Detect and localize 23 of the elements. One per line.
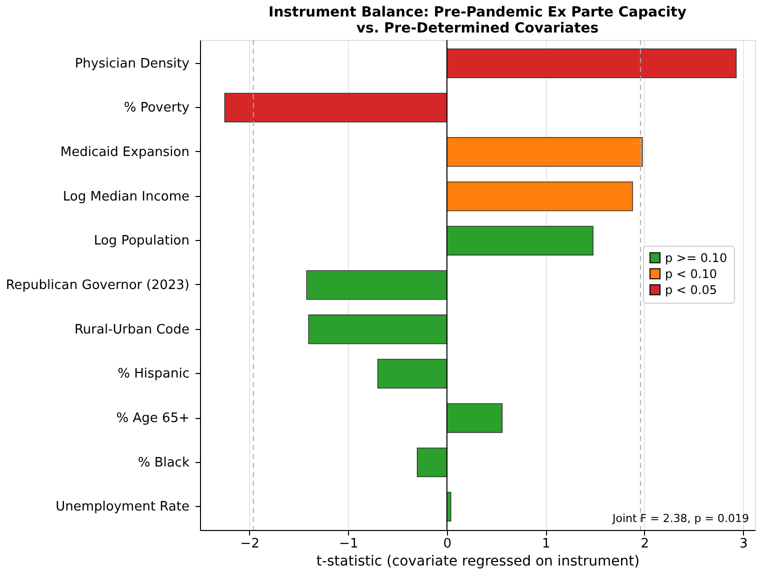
x-tick-label: 2 [640,536,650,552]
y-tick-label: Physician Density [74,56,190,72]
legend-label: p >= 0.10 [665,250,728,265]
y-tick-label: Rural-Urban Code [74,322,190,338]
y-tick-label: % Black [138,455,190,470]
x-tick-label: −2 [240,536,260,552]
y-tick-label: Log Population [94,234,190,249]
y-tick-label: Unemployment Rate [56,500,190,515]
y-tick-label: Republican Governor (2023) [6,278,190,293]
y-tick-label: Log Median Income [62,189,190,204]
legend-label: p < 0.05 [665,282,718,297]
x-tick-label: 3 [740,536,748,552]
x-tick-label: 1 [542,536,550,552]
x-axis-title: t-statistic (covariate regressed on instrument) [316,554,640,570]
legend-label: p < 0.10 [665,266,718,281]
y-tick-label: % Poverty [124,100,190,116]
annotation: Joint F = 2.38, p = 0.019 [611,512,749,525]
x-tick-label: 0 [443,536,452,552]
y-tick-label: % Age 65+ [116,411,190,426]
chart-title: Instrument Balance: Pre-Pandemic Ex Parte Capacity vs. Pre-Determined Covariates [268,4,687,36]
y-tick-label: % Hispanic [118,366,190,382]
x-tick-label: −1 [339,536,358,552]
y-tick-label: Medicaid Expansion [60,144,190,160]
